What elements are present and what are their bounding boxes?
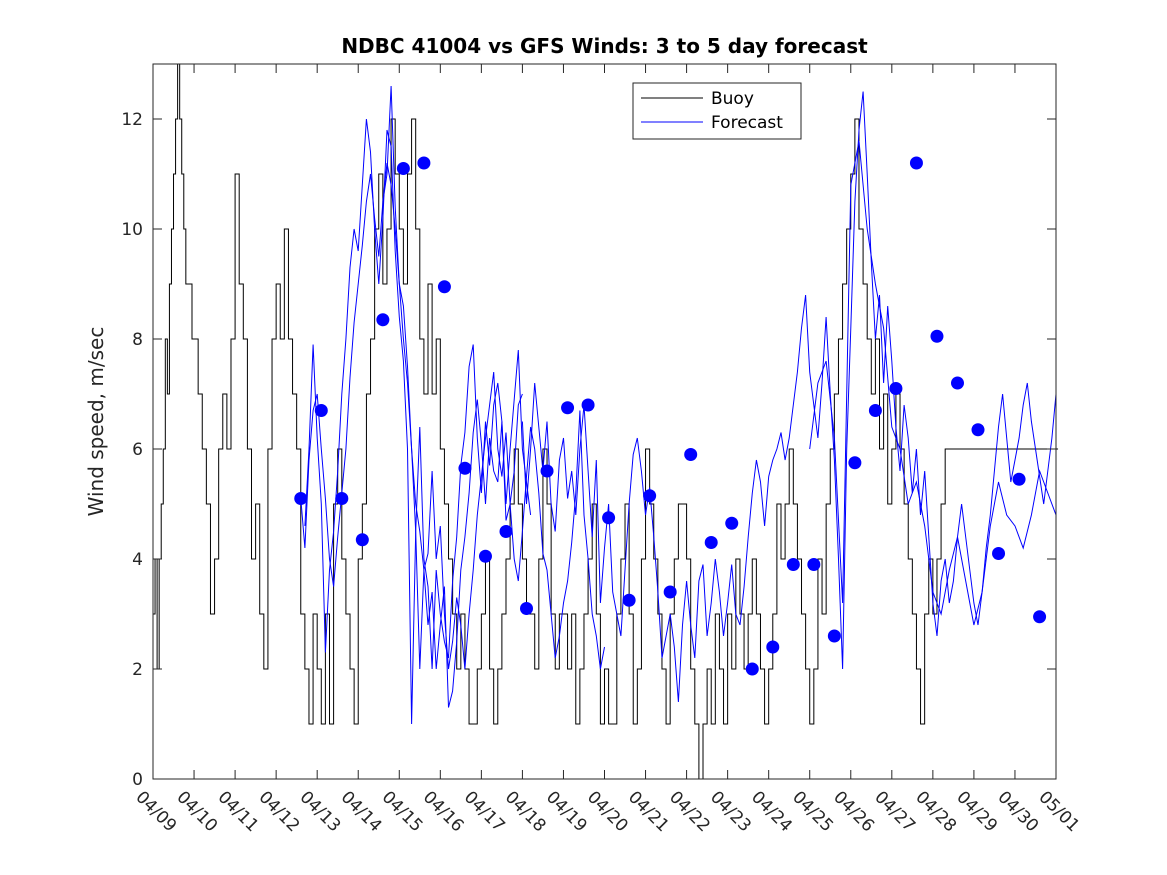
forecast-marker-13 — [561, 401, 575, 415]
buoy-line — [153, 63, 1059, 780]
forecast-marker-2 — [335, 492, 349, 505]
forecast-marker-21 — [725, 516, 739, 530]
forecast-marker-17 — [643, 489, 657, 503]
forecast-marker-16 — [622, 593, 636, 607]
forecast-marker-0 — [294, 492, 308, 505]
plot-area — [153, 64, 1056, 779]
forecast-marker-4 — [376, 313, 390, 327]
forecast-marker-33 — [971, 423, 985, 437]
forecast-marker-30 — [909, 156, 923, 170]
forecast-markers — [294, 156, 1047, 676]
forecast-marker-8 — [458, 461, 472, 475]
forecast-marker-28 — [868, 404, 882, 417]
forecast-marker-18 — [663, 585, 677, 599]
legend: Buoy Forecast — [632, 82, 802, 140]
forecast-marker-31 — [930, 329, 944, 343]
forecast-marker-35 — [1012, 472, 1026, 486]
y-tick-label-0: 0 — [132, 770, 143, 790]
forecast-marker-1 — [314, 404, 328, 417]
y-axis-label: Wind speed, m/sec — [84, 327, 108, 517]
y-tick-label-4: 8 — [132, 330, 143, 350]
y-tick-label-1: 2 — [132, 660, 143, 680]
forecast-marker-12 — [540, 464, 554, 478]
forecast-marker-34 — [992, 547, 1006, 560]
forecast-line-3 — [521, 382, 770, 703]
forecast-marker-10 — [499, 525, 513, 538]
forecast-marker-6 — [417, 156, 431, 170]
y-tick-label-5: 10 — [121, 220, 143, 240]
forecast-marker-15 — [602, 511, 616, 525]
forecast-marker-24 — [786, 558, 800, 571]
forecast-line-5 — [809, 140, 1057, 626]
forecast-marker-5 — [396, 162, 410, 175]
forecast-marker-7 — [437, 280, 451, 294]
y-tick-label-6: 12 — [121, 110, 143, 130]
forecast-marker-23 — [766, 640, 780, 654]
forecast-marker-19 — [684, 448, 698, 461]
forecast-marker-27 — [848, 456, 862, 470]
forecast-marker-26 — [827, 629, 841, 643]
chart-title: NDBC 41004 vs GFS Winds: 3 to 5 day fore… — [341, 34, 868, 58]
y-tick-label-2: 4 — [132, 550, 143, 570]
forecast-marker-11 — [520, 602, 534, 615]
forecast-marker-22 — [745, 662, 759, 676]
forecast-marker-32 — [950, 376, 964, 390]
forecast-series — [300, 85, 1057, 725]
forecast-marker-14 — [581, 398, 595, 412]
forecast-line-2 — [382, 85, 605, 708]
y-tick-label-3: 6 — [132, 440, 143, 460]
buoy-series — [153, 63, 1059, 780]
legend-box — [632, 82, 802, 140]
forecast-marker-9 — [478, 549, 492, 563]
forecast-marker-3 — [355, 533, 369, 547]
forecast-marker-29 — [889, 382, 903, 395]
legend-label-forecast: Forecast — [711, 113, 783, 133]
forecast-marker-36 — [1033, 610, 1047, 624]
forecast-marker-25 — [807, 558, 821, 571]
forecast-marker-20 — [704, 536, 718, 549]
legend-label-buoy: Buoy — [711, 89, 754, 109]
forecast-line-1 — [304, 118, 532, 725]
